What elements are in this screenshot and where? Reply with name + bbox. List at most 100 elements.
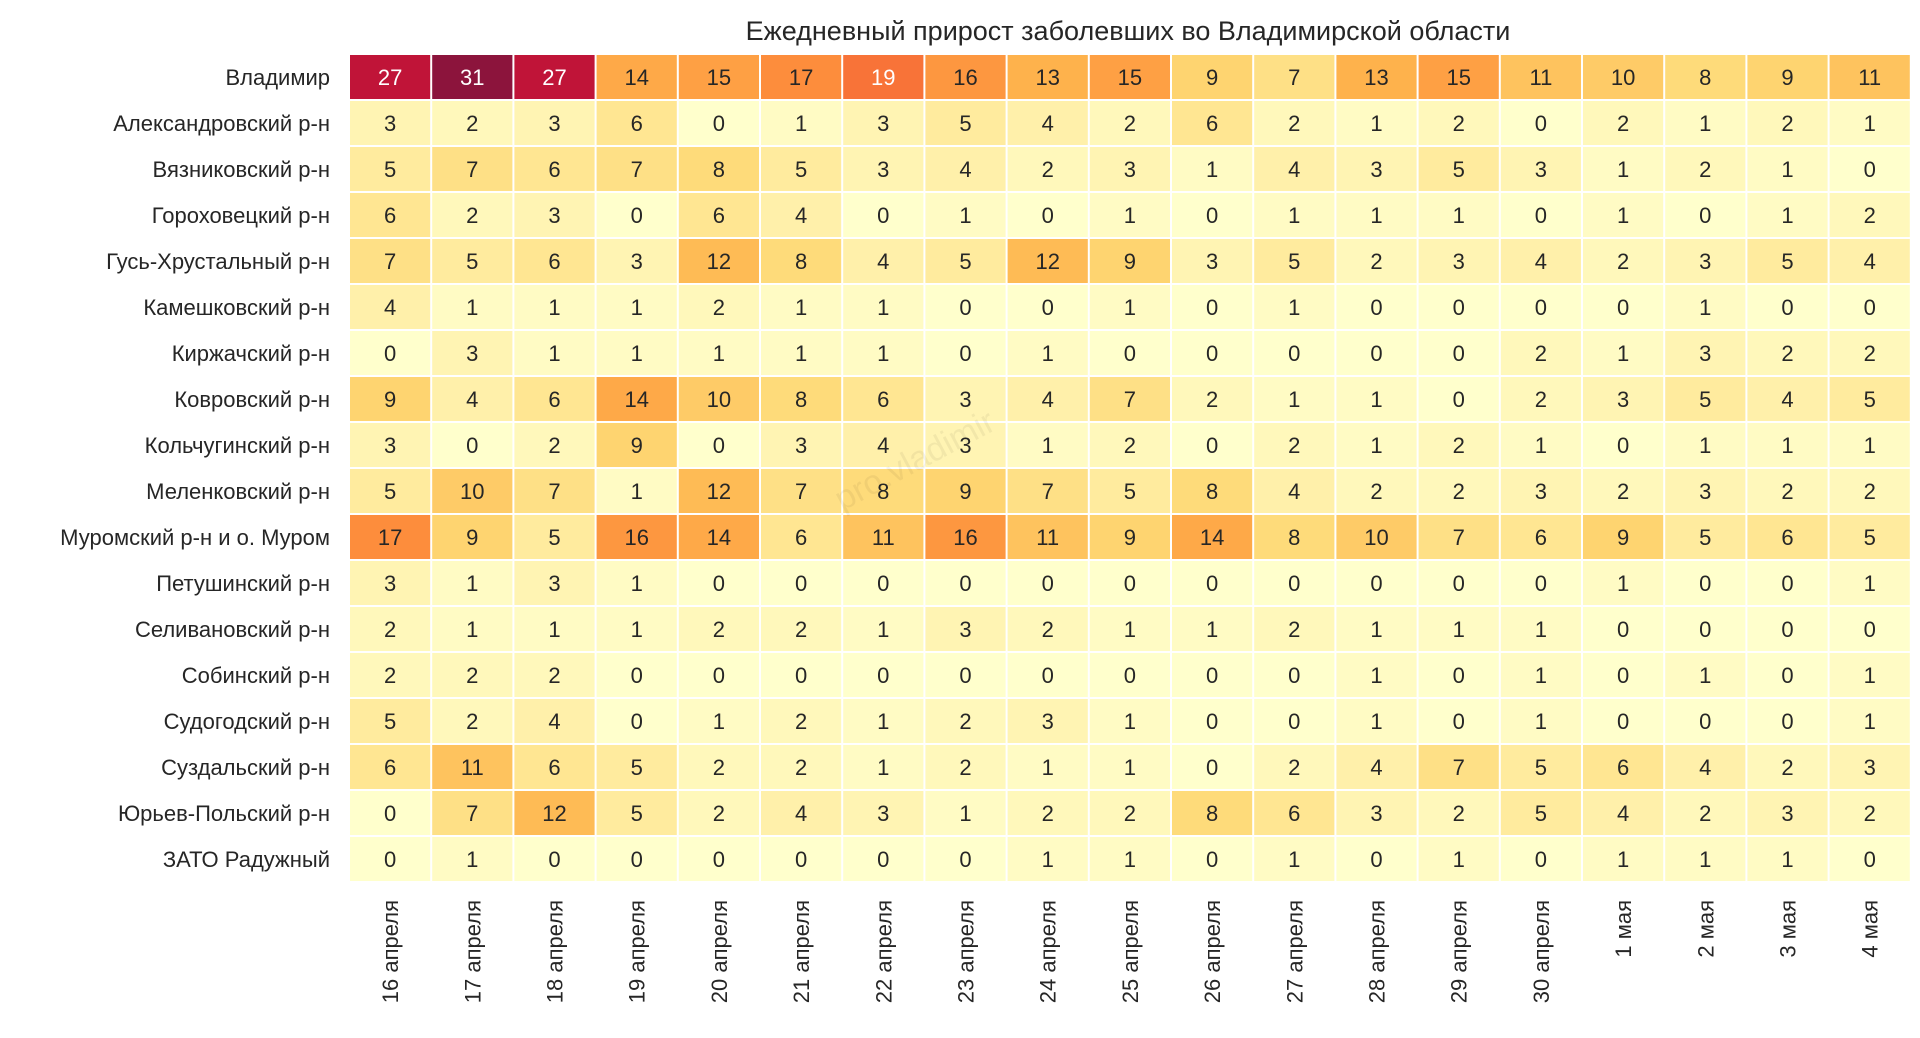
heatmap-cell-value: 1 [1288, 203, 1300, 228]
heatmap-cell-value: 1 [1124, 847, 1136, 872]
heatmap-cell [1336, 101, 1417, 145]
heatmap-cell-value: 0 [959, 295, 971, 320]
heatmap-cell [432, 699, 513, 743]
row-label: Кольчугинский р-н [145, 433, 330, 458]
heatmap-cell-value: 0 [1206, 295, 1218, 320]
heatmap-cell-value: 5 [959, 111, 971, 136]
heatmap-cell-value: 0 [548, 847, 560, 872]
heatmap-cell [350, 791, 431, 835]
heatmap-cell [514, 653, 595, 697]
heatmap-cell-value: 2 [795, 709, 807, 734]
heatmap-cell [596, 515, 677, 559]
heatmap-cell [514, 561, 595, 605]
heatmap-cell [678, 561, 759, 605]
heatmap-cell-value: 2 [713, 801, 725, 826]
heatmap-cell-value: 15 [1446, 65, 1470, 90]
heatmap-cell [514, 699, 595, 743]
heatmap-cell-value: 0 [1453, 663, 1465, 688]
heatmap-cell-value: 5 [384, 709, 396, 734]
heatmap-cell-value: 1 [1781, 157, 1793, 182]
heatmap-cell-value: 3 [466, 341, 478, 366]
heatmap-cell-value: 2 [1288, 617, 1300, 642]
heatmap-cell [596, 55, 677, 99]
heatmap-cell [1665, 331, 1746, 375]
heatmap-cell [1829, 193, 1910, 237]
heatmap-cell-value: 0 [1206, 571, 1218, 596]
heatmap-cell-value: 2 [1453, 111, 1465, 136]
heatmap-cell [1336, 515, 1417, 559]
heatmap-cell-value: 5 [631, 755, 643, 780]
heatmap-cell [432, 653, 513, 697]
heatmap-cell-value: 3 [548, 571, 560, 596]
heatmap-cell [432, 791, 513, 835]
heatmap-cell-value: 1 [1124, 755, 1136, 780]
heatmap-cell-value: 0 [1206, 203, 1218, 228]
heatmap-cell [925, 285, 1006, 329]
heatmap-cell [843, 515, 924, 559]
heatmap-cell [925, 653, 1006, 697]
heatmap-cell-value: 9 [1206, 65, 1218, 90]
heatmap-cell [1500, 653, 1581, 697]
heatmap-cell-value: 8 [877, 479, 889, 504]
heatmap-cell-value: 0 [1370, 341, 1382, 366]
heatmap-cell [761, 745, 842, 789]
heatmap-cell-value: 1 [1124, 295, 1136, 320]
heatmap-cell-value: 4 [1288, 157, 1300, 182]
heatmap-cell-value: 1 [466, 295, 478, 320]
heatmap-cell-value: 17 [789, 65, 813, 90]
heatmap-cell [1336, 55, 1417, 99]
heatmap-cell [1254, 285, 1335, 329]
heatmap-cell-value: 10 [1611, 65, 1635, 90]
heatmap-cell [1500, 285, 1581, 329]
heatmap-cell-value: 6 [548, 755, 560, 780]
heatmap-cell [1089, 55, 1170, 99]
heatmap-cell-value: 2 [1617, 249, 1629, 274]
heatmap-cell-value: 2 [1781, 341, 1793, 366]
heatmap-cell [1254, 469, 1335, 513]
heatmap-cell [432, 469, 513, 513]
heatmap-cell [1089, 515, 1170, 559]
heatmap-cell [1007, 791, 1088, 835]
heatmap-cell [1254, 745, 1335, 789]
heatmap-cell-value: 1 [631, 571, 643, 596]
heatmap-cell-value: 1 [1699, 847, 1711, 872]
heatmap-cell [1583, 561, 1664, 605]
heatmap-cell-value: 5 [795, 157, 807, 182]
heatmap-cell-value: 2 [1699, 801, 1711, 826]
heatmap-cell [1418, 699, 1499, 743]
row-label: Судогодский р-н [164, 709, 330, 734]
heatmap-cell [678, 699, 759, 743]
heatmap-cell-value: 6 [548, 157, 560, 182]
heatmap-cell-value: 0 [713, 111, 725, 136]
heatmap-cell-value: 0 [713, 663, 725, 688]
heatmap-cell-value: 2 [1124, 433, 1136, 458]
heatmap-cell-value: 2 [959, 755, 971, 780]
heatmap-cell [678, 147, 759, 191]
heatmap-cell [1089, 423, 1170, 467]
heatmap-cell [678, 607, 759, 651]
heatmap-cell [1500, 561, 1581, 605]
heatmap-cell [1829, 55, 1910, 99]
heatmap-cell-value: 8 [795, 249, 807, 274]
heatmap-cell-value: 7 [1124, 387, 1136, 412]
heatmap-cell [925, 515, 1006, 559]
heatmap-cell-value: 7 [466, 157, 478, 182]
heatmap-cell-value: 1 [1535, 663, 1547, 688]
heatmap-cell [1583, 55, 1664, 99]
heatmap-cell [1665, 791, 1746, 835]
heatmap-cell [1418, 377, 1499, 421]
heatmap-cell [1336, 607, 1417, 651]
heatmap-cell-value: 2 [384, 663, 396, 688]
heatmap-cell [1418, 607, 1499, 651]
heatmap-cell [1007, 423, 1088, 467]
heatmap-cell-value: 0 [959, 847, 971, 872]
heatmap-cell-value: 7 [795, 479, 807, 504]
heatmap-cell [1583, 515, 1664, 559]
heatmap-cell [1829, 561, 1910, 605]
heatmap-cell-value: 7 [1453, 755, 1465, 780]
heatmap-cell [1172, 561, 1253, 605]
heatmap-cell-value: 1 [713, 341, 725, 366]
heatmap-cell [1007, 193, 1088, 237]
heatmap-cell-value: 8 [713, 157, 725, 182]
heatmap-cell-value: 2 [1124, 801, 1136, 826]
